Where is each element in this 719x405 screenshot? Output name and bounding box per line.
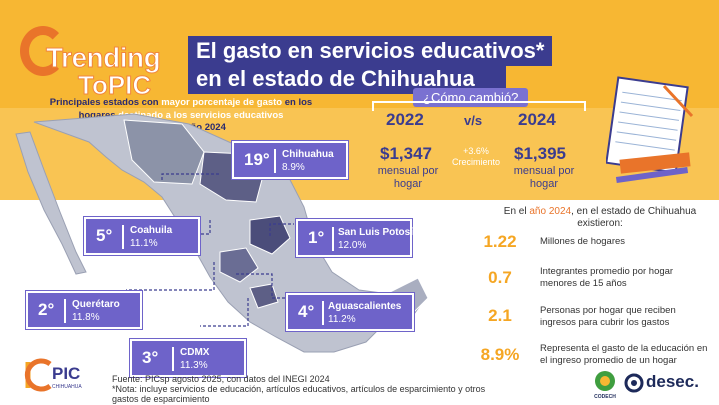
- fact-text-4: Representa el gasto de la educación en e…: [540, 343, 708, 366]
- subtitle-highlight-1: mayor porcentaje de gasto: [161, 97, 283, 108]
- state-name-slp: San Luis Potosí: [338, 227, 414, 238]
- state-pct-coahuila: 11.1%: [130, 238, 158, 249]
- state-pct-cdmx: 11.3%: [180, 360, 208, 371]
- state-name-aguascalientes: Aguascalientes: [328, 301, 402, 312]
- fact-value-1: 1.22: [483, 232, 517, 251]
- codech-logo: CODECH: [588, 370, 622, 404]
- mexico-map: [15, 113, 429, 353]
- pic-logo-text: PIC: [52, 364, 81, 383]
- facts-intro-p1: En el: [503, 206, 530, 217]
- title-line2: en el estado de Chihuahua: [188, 64, 506, 94]
- trending-topic-logo: Trending ToPIC: [20, 22, 175, 102]
- rank-coahuila: 5°: [96, 226, 113, 245]
- state-pct-aguascalientes: 11.2%: [328, 314, 356, 325]
- subtitle-p3: en los: [282, 97, 313, 108]
- fact-value-3: 2.1: [488, 306, 512, 325]
- title-line1: El gasto en servicios educativos*: [188, 36, 553, 66]
- desec-logo-icon: [624, 373, 644, 393]
- note-line: *Nota: incluye servicios de educación, a…: [112, 384, 486, 404]
- rank-slp: 1°: [308, 228, 325, 247]
- subtitle-p4: hogares: [78, 109, 116, 121]
- growth-label: Crecimiento: [451, 157, 500, 167]
- source-line: Fuente: PICsp agosto 2025, con datos del…: [112, 374, 330, 384]
- pic-logo-subtext: CHIHUAHUA: [52, 384, 82, 390]
- rank-separator: [64, 299, 66, 323]
- fact-text-1: Millones de hogares: [540, 236, 626, 247]
- rank-queretaro: 2°: [38, 300, 55, 319]
- subtitle-highlight-2: destinado a los servicios educativos: [115, 109, 284, 121]
- logo-swoosh-icon: [20, 26, 66, 76]
- codech-text: CODECH: [594, 394, 616, 400]
- rank-separator: [322, 301, 324, 325]
- state-name-cdmx: CDMX: [180, 347, 210, 358]
- vs-label: v/s: [464, 113, 483, 128]
- state-box-coahuila: 5° Coahuila 11.1%: [84, 217, 200, 255]
- rank-separator: [332, 227, 334, 251]
- chihuahua-shape: [123, 119, 205, 185]
- facts-intro: En el año 2024, en el estado de Chihuahu…: [490, 206, 710, 230]
- source-note: Fuente: PICsp agosto 2025, con datos del…: [112, 374, 492, 404]
- leader-lines: [126, 173, 294, 327]
- rank-aguascalientes: 4°: [298, 302, 315, 321]
- pic-logo: PIC CHIHUAHUA: [22, 358, 100, 396]
- pic-swoosh-icon: [24, 358, 52, 392]
- comparison-bracket: [372, 101, 586, 111]
- logo-line1: Trending: [45, 42, 161, 74]
- state-pct-slp: 12.0%: [338, 240, 367, 251]
- state-box-san-luis-potosi: 1° San Luis Potosí 12.0%: [296, 219, 414, 257]
- state-pct-chihuahua: 8.9%: [282, 162, 305, 173]
- year-2022: 2022: [386, 110, 424, 129]
- codech-emblem-icon: [595, 371, 615, 391]
- year-2024: 2024: [518, 110, 556, 129]
- state-box-queretaro: 2° Querétaro 11.8%: [26, 291, 142, 329]
- fact-text-3: Personas por hogar que reciben ingresos …: [540, 305, 676, 328]
- state-box-aguascalientes: 4° Aguascalientes 11.2%: [286, 293, 414, 331]
- facts-intro-year: año 2024: [529, 206, 572, 217]
- state-name-queretaro: Querétaro: [72, 299, 120, 310]
- state-box-chihuahua: 19° Chihuahua 8.9%: [232, 141, 348, 179]
- growth-block: +3.6% Crecimiento: [446, 146, 506, 168]
- state-name-coahuila: Coahuila: [130, 225, 173, 236]
- growth-value: +3.6%: [463, 146, 489, 156]
- rank-separator: [274, 149, 276, 173]
- rank-cdmx: 3°: [142, 348, 159, 367]
- cdmx-area-shape: [249, 283, 279, 309]
- notebook-illustration: [606, 76, 694, 183]
- desec-logo-text: desec.: [646, 372, 699, 391]
- unit-2022: mensual por hogar: [377, 165, 439, 190]
- state-box-cdmx: 3° CDMX 11.3%: [130, 339, 246, 377]
- value-2024: $1,395: [514, 144, 566, 163]
- facts-intro-p2: , en el estado de Chihuahua existieron:: [571, 206, 697, 229]
- rank-chihuahua: 19°: [244, 150, 270, 169]
- logo-line2: ToPIC: [77, 70, 152, 101]
- value-2022: $1,347: [380, 144, 432, 163]
- unit-2024: mensual por hogar: [513, 165, 575, 190]
- baja-peninsula-shape: [15, 131, 87, 275]
- rank-separator: [172, 347, 174, 371]
- fact-text-2: Integrantes promedio por hogar menores d…: [540, 266, 674, 289]
- state-pct-queretaro: 11.8%: [72, 312, 100, 323]
- subtitle-p1: Principales estados con: [49, 97, 162, 108]
- state-name-chihuahua: Chihuahua: [282, 149, 334, 160]
- fact-value-2: 0.7: [488, 268, 512, 287]
- rank-separator: [122, 225, 124, 249]
- fact-value-4: 8.9%: [480, 345, 520, 364]
